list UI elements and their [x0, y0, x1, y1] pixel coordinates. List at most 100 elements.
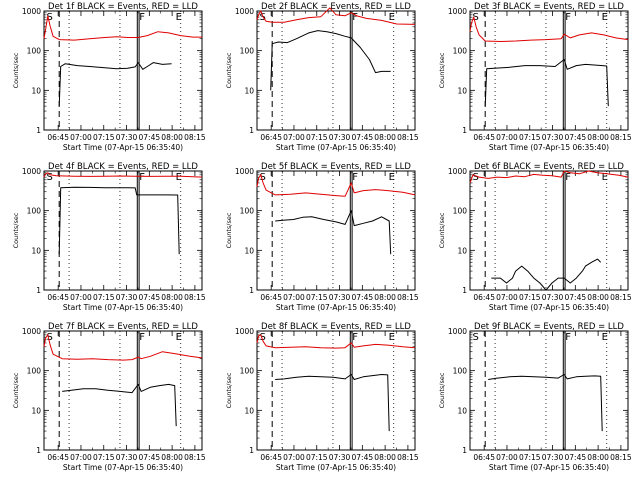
x-tick-label: 07:15	[519, 133, 541, 142]
x-tick-label: 07:45	[352, 133, 374, 142]
x-tick-label: 07:00	[283, 293, 305, 302]
x-tick-label: 06:45	[47, 453, 69, 462]
panel-title: Det 2f BLACK = Events, RED = LLD	[261, 2, 411, 12]
x-tick-label: 08:15	[184, 453, 206, 462]
marker-s: S	[473, 12, 479, 23]
x-tick-label: 08:00	[374, 453, 396, 462]
marker-f: F	[565, 12, 571, 23]
marker-s: S	[473, 332, 479, 343]
x-axis-label: Start Time (07-Apr-15 06:35:40)	[489, 463, 609, 472]
y-tick-label: 100	[27, 47, 42, 56]
detector-panel: Det 9f BLACK = Events, RED = LLD Start Ti…	[438, 322, 632, 472]
y-tick-label: 1	[249, 286, 254, 295]
plot-frame	[256, 170, 416, 291]
x-tick-label: 08:15	[184, 133, 206, 142]
series-red-line	[256, 334, 416, 349]
x-tick-label: 07:45	[352, 453, 374, 462]
y-axis-label: Counts/sec	[438, 212, 446, 248]
plot-frame	[469, 10, 629, 131]
y-tick-label: 1	[249, 446, 254, 455]
x-tick-label: 07:30	[116, 293, 138, 302]
y-tick-label: 100	[453, 47, 468, 56]
y-tick-label: 10	[457, 406, 467, 415]
series-red-line	[43, 334, 203, 361]
x-tick-label: 07:00	[70, 133, 92, 142]
y-tick-label: 1000	[22, 327, 41, 336]
y-tick-label: 1000	[448, 327, 467, 336]
series-black-line	[275, 210, 392, 255]
x-tick-label: 08:00	[587, 293, 609, 302]
x-axis-label: Start Time (07-Apr-15 06:35:40)	[489, 303, 609, 312]
x-tick-label: 07:30	[542, 293, 564, 302]
y-tick-label: 1000	[235, 327, 254, 336]
series-red-line	[43, 15, 202, 41]
detector-panel: Det 5f BLACK = Events, RED = LLD Start Ti…	[225, 162, 419, 312]
y-tick-label: 10	[244, 86, 254, 95]
marker-f: F	[139, 172, 145, 183]
marker-e: E	[602, 172, 608, 183]
y-tick-label: 1000	[448, 167, 467, 176]
y-tick-label: 1	[462, 446, 467, 455]
series-black-line	[58, 186, 180, 255]
x-tick-label: 07:45	[565, 293, 587, 302]
x-tick-label: 07:00	[496, 293, 518, 302]
series-black-line	[488, 374, 603, 432]
x-tick-label: 06:45	[473, 453, 495, 462]
x-tick-label: 08:00	[374, 133, 396, 142]
detector-panel: Det 8f BLACK = Events, RED = LLD Start Ti…	[225, 322, 419, 472]
marker-f: F	[565, 332, 571, 343]
x-tick-label: 07:00	[496, 453, 518, 462]
x-tick-label: 07:15	[306, 453, 328, 462]
detector-panel: Det 7f BLACK = Events, RED = LLD Start Ti…	[12, 322, 206, 472]
x-tick-label: 07:30	[329, 453, 351, 462]
x-tick-label: 08:00	[161, 453, 183, 462]
x-tick-label: 07:15	[519, 453, 541, 462]
marker-f: F	[352, 332, 358, 343]
series-black-line	[491, 258, 602, 291]
x-tick-label: 07:15	[519, 293, 541, 302]
x-axis-label: Start Time (07-Apr-15 06:35:40)	[276, 463, 396, 472]
x-tick-label: 08:00	[374, 293, 396, 302]
x-tick-label: 07:00	[283, 453, 305, 462]
x-tick-label: 07:15	[93, 133, 115, 142]
panel-title: Det 9f BLACK = Events, RED = LLD	[474, 322, 624, 332]
x-tick-label: 07:45	[139, 133, 161, 142]
y-tick-label: 10	[457, 86, 467, 95]
x-tick-label: 06:45	[260, 133, 282, 142]
x-tick-label: 08:15	[397, 293, 419, 302]
marker-f: F	[352, 172, 358, 183]
x-tick-label: 07:15	[93, 293, 115, 302]
marker-s: S	[47, 172, 53, 183]
x-tick-label: 06:45	[260, 293, 282, 302]
marker-e: E	[389, 172, 395, 183]
x-tick-label: 07:15	[306, 133, 328, 142]
x-tick-label: 06:45	[260, 453, 282, 462]
detector-panel: Det 3f BLACK = Events, RED = LLD Start Ti…	[438, 2, 632, 152]
y-tick-label: 10	[31, 86, 41, 95]
y-axis-label: Counts/sec	[12, 372, 20, 408]
y-tick-label: 100	[240, 47, 255, 56]
y-axis-label: Counts/sec	[225, 372, 233, 408]
marker-e: E	[176, 332, 182, 343]
marker-s: S	[47, 332, 53, 343]
x-tick-label: 08:15	[184, 293, 206, 302]
y-tick-label: 1000	[22, 7, 41, 16]
y-axis-label: Counts/sec	[438, 52, 446, 88]
x-axis-label: Start Time (07-Apr-15 06:35:40)	[63, 463, 183, 472]
x-tick-label: 06:45	[473, 293, 495, 302]
marker-s: S	[260, 172, 266, 183]
x-axis-label: Start Time (07-Apr-15 06:35:40)	[63, 303, 183, 312]
x-tick-label: 07:30	[116, 133, 138, 142]
marker-s: S	[47, 12, 53, 23]
x-tick-label: 07:45	[139, 453, 161, 462]
y-tick-label: 1	[462, 126, 467, 135]
marker-f: F	[565, 172, 571, 183]
y-axis-label: Counts/sec	[438, 372, 446, 408]
x-tick-label: 07:00	[70, 453, 92, 462]
panel-title: Det 5f BLACK = Events, RED = LLD	[261, 162, 411, 172]
x-tick-label: 07:30	[329, 293, 351, 302]
x-tick-label: 08:15	[397, 453, 419, 462]
marker-e: E	[602, 12, 608, 23]
plot-frame	[43, 330, 203, 451]
detector-panel: Det 1f BLACK = Events, RED = LLD Start Ti…	[12, 2, 206, 152]
